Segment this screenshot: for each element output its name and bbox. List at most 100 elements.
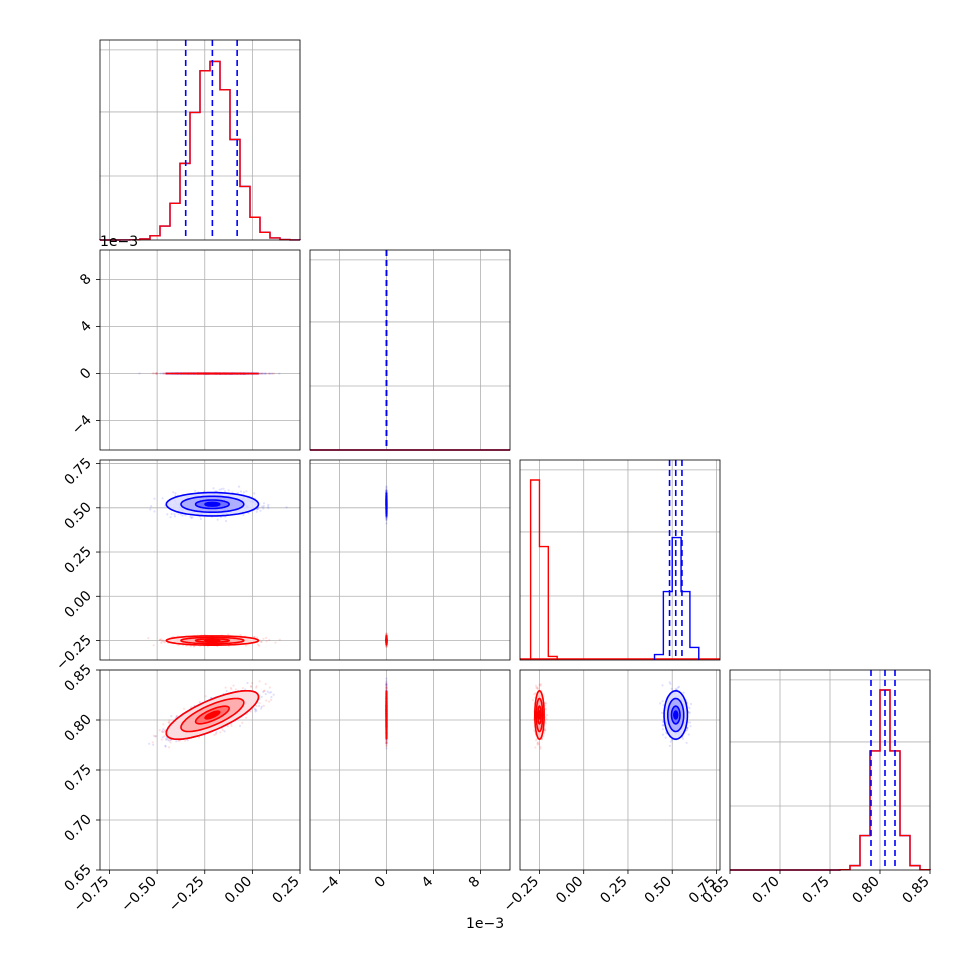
scatter-point: [160, 638, 163, 641]
scatter-point: [164, 744, 167, 748]
scatter-point: [385, 486, 388, 489]
scatter-point: [220, 487, 223, 491]
scatter-point: [385, 645, 388, 648]
scatter-point: [385, 489, 388, 492]
scatter-point: [154, 735, 157, 738]
axes-frame: [309, 459, 511, 661]
scatter-point: [262, 504, 265, 508]
scatter-point: [385, 632, 388, 635]
scatter-point: [170, 512, 173, 516]
scatter-point: [147, 637, 150, 640]
scatter-point: [227, 489, 230, 492]
scatter-point: [385, 517, 388, 520]
scatter-point: [385, 645, 388, 648]
scatter-point: [155, 372, 159, 375]
scatter-point: [162, 728, 165, 731]
scatter-point: [266, 690, 269, 693]
scatter-point: [260, 707, 263, 710]
panel-0-2: [99, 459, 301, 661]
scatter-point: [230, 724, 233, 728]
scatter-point: [215, 731, 218, 734]
scatter-point: [278, 638, 281, 641]
scatter-point: [169, 516, 172, 519]
scatter-point: [266, 505, 270, 508]
scatter-point: [164, 372, 167, 375]
scatter-point: [238, 485, 241, 488]
scatter-point: [285, 506, 288, 509]
scatter-point: [267, 507, 270, 510]
scatter-point: [385, 515, 388, 518]
panel-1-2: [309, 459, 511, 661]
scatter-point: [194, 489, 197, 492]
scatter-point: [259, 372, 262, 375]
scatter-point: [257, 704, 261, 708]
scatter-point: [267, 372, 270, 375]
scatter-point: [262, 507, 265, 510]
scatter-point: [257, 507, 260, 510]
scatter-point: [165, 738, 168, 741]
scatter-point: [161, 730, 164, 733]
scatter-point: [155, 372, 158, 375]
scatter-point: [153, 510, 156, 513]
scatter-point: [192, 645, 196, 648]
scatter-point: [166, 513, 169, 516]
scatter-point: [385, 632, 388, 635]
scatter-point: [273, 372, 276, 375]
scatter-point: [385, 489, 388, 492]
scatter-point: [199, 517, 202, 521]
scatter-point: [162, 372, 165, 375]
scatter-point: [250, 682, 254, 685]
scatter-point: [268, 639, 271, 642]
scatter-point: [385, 516, 388, 519]
scatter-point: [162, 639, 165, 642]
scatter-point: [163, 641, 167, 644]
scatter-point: [271, 372, 274, 375]
scatter-point: [262, 502, 266, 505]
scatter-point: [227, 633, 230, 636]
panel-0-3: [99, 669, 301, 871]
panel-content: [138, 372, 281, 375]
scatter-point: [191, 516, 194, 519]
scatter-point: [261, 372, 264, 375]
scatter-point: [246, 681, 249, 685]
scatter-point: [260, 640, 263, 643]
scatter-point: [259, 509, 262, 512]
scatter-point: [189, 645, 192, 648]
scatter-point: [164, 745, 167, 748]
scatter-point: [160, 641, 163, 645]
scatter-point: [158, 638, 161, 641]
scatter-point: [155, 372, 159, 375]
scatter-point: [161, 497, 164, 500]
scatter-point: [173, 513, 176, 516]
scatter-point: [175, 740, 178, 743]
scatter-point: [161, 372, 164, 375]
scatter-point: [385, 516, 388, 519]
scatter-point: [259, 372, 262, 375]
scatter-point: [385, 519, 388, 522]
scatter-point: [155, 372, 158, 375]
scatter-point: [154, 372, 157, 375]
scatter-point: [223, 730, 226, 733]
scatter-point: [247, 512, 250, 515]
scatter-point: [260, 705, 263, 708]
panel-0-1: [99, 249, 301, 451]
scatter-point: [272, 693, 275, 696]
scatter-point: [270, 372, 273, 375]
scatter-point: [218, 488, 221, 491]
scatter-point: [265, 640, 268, 643]
scatter-point: [274, 641, 277, 644]
scatter-point: [267, 503, 270, 506]
contour-core: [204, 501, 221, 507]
scatter-point: [264, 692, 267, 696]
scatter-point: [262, 690, 265, 694]
panel-content: [385, 485, 388, 648]
scatter-point: [164, 372, 167, 375]
scatter-point: [224, 519, 228, 523]
contour-core: [203, 638, 221, 643]
scatter-point: [153, 497, 156, 500]
scatter-point: [159, 372, 162, 375]
scatter-point: [270, 691, 273, 694]
scatter-point: [161, 736, 164, 739]
scatter-point: [162, 372, 165, 375]
